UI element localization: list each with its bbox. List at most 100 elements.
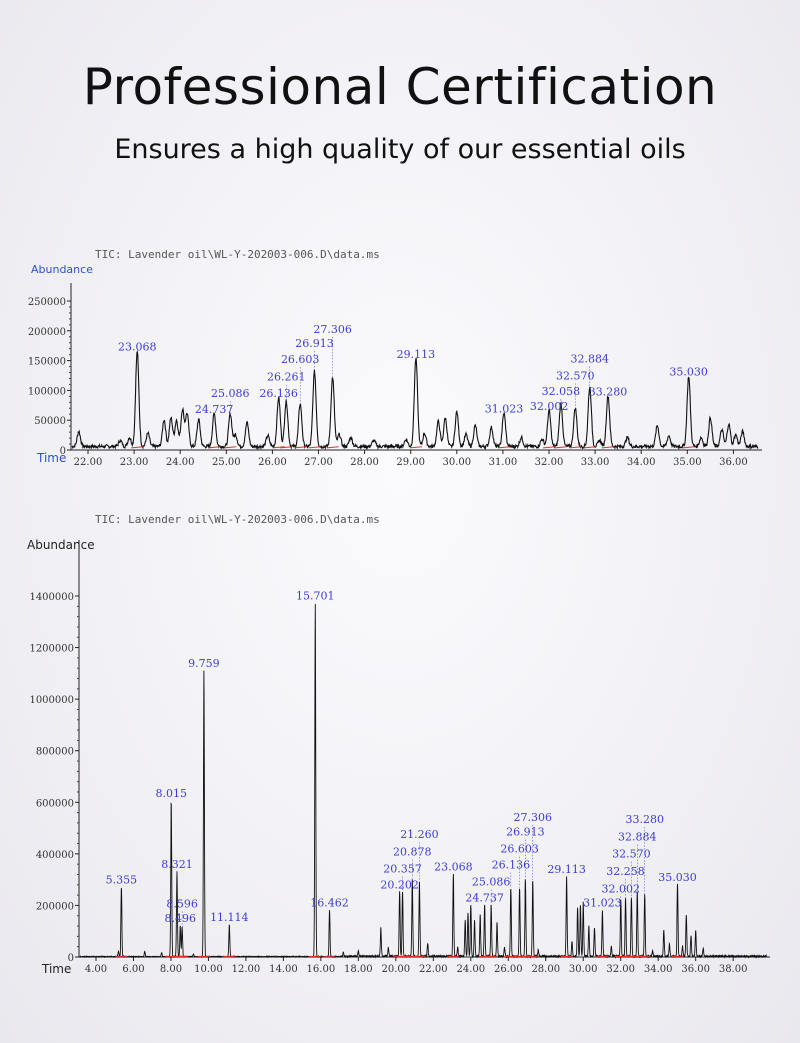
- integration-baseline: [208, 446, 221, 449]
- y-tick-label: 100000: [28, 386, 66, 397]
- integration-baseline: [554, 446, 567, 449]
- peak-label: 20.202: [380, 879, 419, 892]
- y-tick-label: 1200000: [29, 644, 74, 655]
- peak-label: 25.086: [472, 875, 511, 888]
- x-tick-label: 22.00: [419, 964, 448, 975]
- integration-baseline: [294, 446, 307, 449]
- trace-line: [71, 349, 759, 451]
- peak-label: 31.023: [485, 403, 524, 416]
- peak-label: 8.596: [166, 897, 198, 910]
- peak-label: 32.002: [530, 400, 569, 413]
- x-tick-label: 30.00: [442, 457, 471, 468]
- x-tick-label: 12.00: [232, 964, 261, 975]
- x-tick-label: 36.00: [681, 964, 710, 975]
- chromatogram-bottom: TIC: Lavender oil\WL-Y-202003-006.D\data…: [27, 513, 770, 976]
- integration-baseline: [569, 446, 582, 449]
- x-tick-label: 28.00: [350, 457, 379, 468]
- peak-label: 32.884: [571, 352, 610, 365]
- peak-label: 8.496: [165, 912, 197, 925]
- peak-label: 32.884: [618, 831, 657, 844]
- peak-label: 26.136: [492, 859, 531, 872]
- integration-baseline: [583, 446, 596, 449]
- peak-label: 26.261: [267, 371, 306, 384]
- peak-label: 25.086: [211, 387, 250, 400]
- x-tick-label: 34.00: [627, 457, 656, 468]
- page-subtitle: Ensures a high quality of our essential …: [114, 134, 686, 165]
- y-tick-label: 0: [68, 953, 74, 964]
- integration-baseline: [409, 446, 422, 449]
- peak-label: 20.357: [383, 863, 422, 876]
- peak-label: 24.737: [465, 891, 504, 904]
- x-tick-label: 36.00: [719, 457, 748, 468]
- peak-label: 8.321: [161, 858, 193, 871]
- peak-label: 32.570: [556, 369, 595, 382]
- peak-label: 9.759: [188, 657, 220, 670]
- integration-baseline: [682, 446, 695, 449]
- x-axis-label: Time: [36, 451, 66, 465]
- peak-label: 33.280: [589, 385, 628, 398]
- y-tick-label: 150000: [28, 357, 66, 368]
- chromatogram-top: TIC: Lavender oil\WL-Y-202003-006.D\data…: [28, 248, 762, 468]
- y-tick-label: 200000: [36, 901, 74, 912]
- peak-label: 24.737: [195, 403, 234, 416]
- x-tick-label: 4.00: [85, 964, 107, 975]
- x-tick-label: 14.00: [269, 964, 298, 975]
- peak-label: 15.701: [296, 590, 335, 603]
- x-tick-label: 30.00: [569, 964, 598, 975]
- integration-baseline: [497, 446, 511, 449]
- x-tick-label: 28.00: [531, 964, 560, 975]
- x-tick-label: 16.00: [307, 964, 336, 975]
- x-tick-label: 32.00: [606, 964, 635, 975]
- peak-label: 8.015: [155, 787, 187, 800]
- peak-label: 11.114: [210, 911, 249, 924]
- peak-label: 23.068: [118, 341, 157, 354]
- y-tick-label: 600000: [36, 798, 74, 809]
- x-tick-label: 35.00: [673, 457, 702, 468]
- x-tick-label: 26.00: [494, 964, 523, 975]
- integration-baseline: [224, 446, 237, 449]
- integration-baseline: [326, 446, 339, 449]
- integration-baseline: [272, 446, 285, 449]
- integration-baseline: [131, 446, 144, 449]
- x-tick-label: 31.00: [489, 457, 518, 468]
- peak-label: 26.603: [500, 843, 539, 856]
- x-tick-label: 10.00: [194, 964, 223, 975]
- x-tick-label: 24.00: [166, 457, 195, 468]
- x-tick-label: 29.00: [396, 457, 425, 468]
- chart-title: TIC: Lavender oil\WL-Y-202003-006.D\data…: [95, 248, 380, 261]
- x-tick-label: 6.00: [122, 964, 144, 975]
- peak-label: 21.260: [400, 828, 439, 841]
- page-title: Professional Certification: [82, 58, 718, 116]
- y-tick-label: 250000: [28, 297, 66, 308]
- peak-label: 29.113: [547, 863, 586, 876]
- peak-label: 35.030: [658, 871, 697, 884]
- peak-label: 26.913: [295, 337, 334, 350]
- peak-label: 32.258: [606, 865, 645, 878]
- x-tick-label: 25.00: [212, 457, 241, 468]
- integration-baseline: [308, 446, 321, 449]
- x-axis-label: Time: [41, 962, 71, 976]
- peak-label: 26.136: [259, 387, 298, 400]
- x-tick-label: 27.00: [304, 457, 333, 468]
- y-tick-label: 1000000: [29, 695, 74, 706]
- peak-label: 32.002: [602, 882, 641, 895]
- x-tick-label: 8.00: [160, 964, 182, 975]
- peak-label: 5.355: [106, 873, 138, 886]
- x-tick-label: 20.00: [382, 964, 411, 975]
- peak-label: 29.113: [397, 348, 436, 361]
- peak-label: 26.913: [506, 826, 545, 839]
- x-tick-label: 38.00: [719, 964, 748, 975]
- x-tick-label: 34.00: [644, 964, 673, 975]
- x-tick-label: 26.00: [258, 457, 287, 468]
- y-axis-label: Abundance: [31, 263, 93, 276]
- integration-baseline: [543, 446, 556, 449]
- y-tick-label: 1400000: [29, 592, 74, 603]
- peak-label: 26.603: [281, 353, 320, 366]
- peak-label: 23.068: [434, 861, 473, 874]
- peak-label: 35.030: [669, 366, 708, 379]
- integration-baseline: [601, 446, 615, 449]
- y-tick-label: 0: [60, 446, 66, 457]
- y-tick-label: 400000: [36, 850, 74, 861]
- peak-label: 20.878: [393, 846, 432, 859]
- y-tick-label: 800000: [36, 747, 74, 758]
